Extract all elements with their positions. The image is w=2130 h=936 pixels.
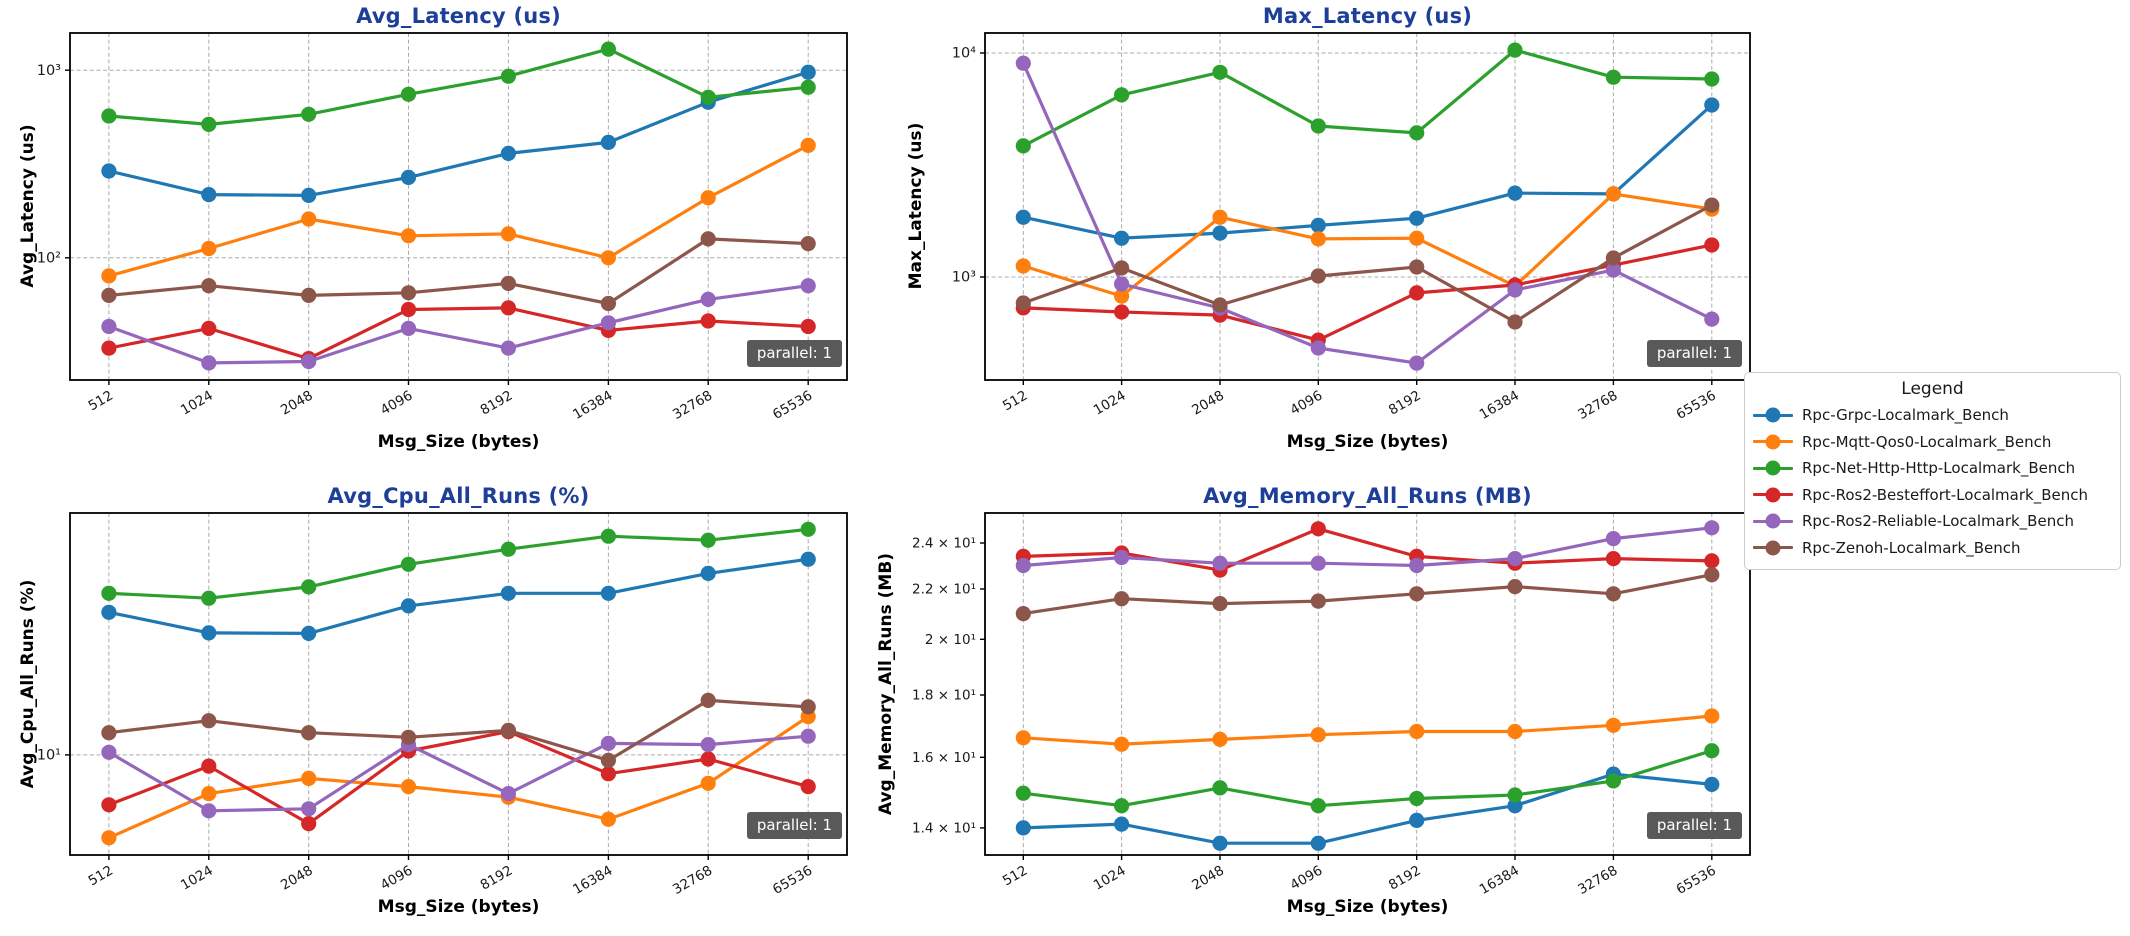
grpc-series-marker-icon	[1753, 407, 1793, 423]
net-http-series-marker-icon	[1753, 460, 1793, 476]
legend-label-grpc: Rpc-Grpc-Localmark_Bench	[1802, 406, 2009, 425]
svg-text:2 × 10¹: 2 × 10¹	[925, 632, 976, 648]
svg-text:10³: 10³	[37, 63, 61, 79]
legend-title: Legend	[1901, 379, 1964, 399]
max_latency-y-axis-ticks: 10³ 10⁴	[952, 46, 985, 286]
avg_cpu-series-4	[101, 728, 816, 819]
avg_memory-series-1	[1015, 708, 1720, 752]
avg_memory-y-axis-ticks: 1.4 × 10¹ 1.6 × 10¹ 1.8 × 10¹ 2 × 10¹ 2.2 × …	[912, 536, 985, 837]
legend-item-mqtt: Rpc-Mqtt-Qos0-Localmark_Bench	[1745, 429, 2120, 456]
legend-item-zenoh: Rpc-Zenoh-Localmark_Bench	[1745, 535, 2120, 562]
avg_latency-axes-frame	[69, 32, 848, 381]
max_latency-axes-frame	[984, 32, 1751, 381]
avg_memory-series-5	[1015, 567, 1720, 622]
chart-title-avg-memory: Avg_Memory_All_Runs (MB)	[1203, 484, 1532, 508]
zenoh-series-marker-icon	[1753, 540, 1793, 556]
parallel-badge-avg-memory: parallel: 1	[1646, 812, 1742, 839]
max_latency-series-5	[1015, 197, 1720, 330]
xlabel-avg-memory: Msg_Size (bytes)	[1286, 897, 1449, 917]
xlabel-avg-latency: Msg_Size (bytes)	[377, 432, 540, 452]
avg_cpu-y-axis-ticks: 10¹	[37, 748, 70, 764]
xlabel-max-latency: Msg_Size (bytes)	[1286, 432, 1449, 452]
svg-text:10²: 10²	[37, 251, 61, 267]
parallel-badge-avg-latency: parallel: 1	[746, 340, 842, 367]
avg_latency-series-5	[101, 231, 816, 312]
avg_cpu-series-5	[101, 692, 816, 769]
ros2-reliable-series-marker-icon	[1753, 513, 1793, 529]
legend-label-zenoh: Rpc-Zenoh-Localmark_Bench	[1802, 538, 2021, 557]
legend: Legend Rpc-Grpc-Localmark_Bench Rpc-Mqtt…	[1744, 372, 2121, 570]
svg-text:10⁴: 10⁴	[952, 46, 976, 62]
svg-text:2.2 × 10¹: 2.2 × 10¹	[912, 582, 976, 598]
mqtt-series-marker-icon	[1753, 434, 1793, 450]
svg-text:65536: 65536	[1674, 863, 1719, 898]
legend-label-ros2-reliable: Rpc-Ros2-Reliable-Localmark_Bench	[1802, 512, 2074, 531]
svg-text:512: 512	[1000, 863, 1030, 890]
ros2-besteffort-series-marker-icon	[1753, 487, 1793, 503]
svg-text:2.4 × 10¹: 2.4 × 10¹	[912, 536, 976, 552]
svg-text:8192: 8192	[1386, 863, 1424, 894]
avg_memory-series-4	[1015, 520, 1720, 574]
ylabel-avg-cpu: Avg_Cpu_All_Runs (%)	[18, 579, 38, 789]
ylabel-avg-memory: Avg_Memory_All_Runs (MB)	[876, 552, 896, 816]
chart-title-avg-latency: Avg_Latency (us)	[356, 4, 561, 28]
avg_cpu-series-2	[101, 521, 816, 606]
svg-text:10¹: 10¹	[37, 748, 61, 764]
svg-text:1024: 1024	[1091, 863, 1129, 894]
svg-text:4096: 4096	[1288, 863, 1326, 894]
avg_memory-series-2	[1015, 743, 1720, 814]
xlabel-avg-cpu: Msg_Size (bytes)	[377, 897, 540, 917]
svg-text:32768: 32768	[1575, 863, 1620, 898]
parallel-badge-avg-cpu: parallel: 1	[746, 812, 842, 839]
parallel-badge-max-latency: parallel: 1	[1646, 340, 1742, 367]
avg_latency-series-1	[101, 137, 816, 284]
legend-item-ros2-besteffort: Rpc-Ros2-Besteffort-Localmark_Bench	[1745, 482, 2120, 509]
avg_latency-series-2	[101, 41, 816, 132]
chart-title-avg-cpu: Avg_Cpu_All_Runs (%)	[327, 484, 590, 508]
avg_memory-x-axis-ticks: 512 1024 2048 4096 8192 16384 32768 65536	[1000, 855, 1719, 898]
max_latency-series-2	[1015, 42, 1720, 154]
avg_latency-y-axis-ticks: 10² 10³	[37, 63, 70, 267]
avg_latency-series-0	[101, 64, 816, 203]
svg-text:10³: 10³	[952, 270, 976, 286]
legend-label-ros2-besteffort: Rpc-Ros2-Besteffort-Localmark_Bench	[1802, 485, 2088, 504]
avg_cpu-series-3	[101, 724, 816, 832]
avg_latency-gridlines	[70, 33, 847, 380]
legend-label-mqtt: Rpc-Mqtt-Qos0-Localmark_Bench	[1802, 432, 2052, 451]
svg-text:1.6 × 10¹: 1.6 × 10¹	[912, 750, 976, 766]
svg-text:2048: 2048	[1189, 863, 1227, 894]
ylabel-avg-latency: Avg_Latency (us)	[18, 124, 38, 288]
svg-text:1.8 × 10¹: 1.8 × 10¹	[912, 688, 976, 704]
avg_cpu-axes-frame	[69, 512, 848, 856]
avg_memory-axes-frame	[984, 512, 1751, 856]
chart-title-max-latency: Max_Latency (us)	[1262, 4, 1473, 28]
legend-item-grpc: Rpc-Grpc-Localmark_Bench	[1745, 402, 2120, 429]
avg_cpu-series-0	[101, 551, 816, 642]
legend-label-net-http: Rpc-Net-Http-Http-Localmark_Bench	[1802, 459, 2076, 478]
legend-item-net-http: Rpc-Net-Http-Http-Localmark_Bench	[1745, 455, 2120, 482]
svg-text:1.4 × 10¹: 1.4 × 10¹	[912, 821, 976, 837]
svg-text:16384: 16384	[1477, 863, 1522, 898]
avg_latency-series-4	[101, 278, 816, 371]
legend-item-ros2-reliable: Rpc-Ros2-Reliable-Localmark_Bench	[1745, 508, 2120, 535]
ylabel-max-latency: Max_Latency (us)	[906, 122, 926, 290]
